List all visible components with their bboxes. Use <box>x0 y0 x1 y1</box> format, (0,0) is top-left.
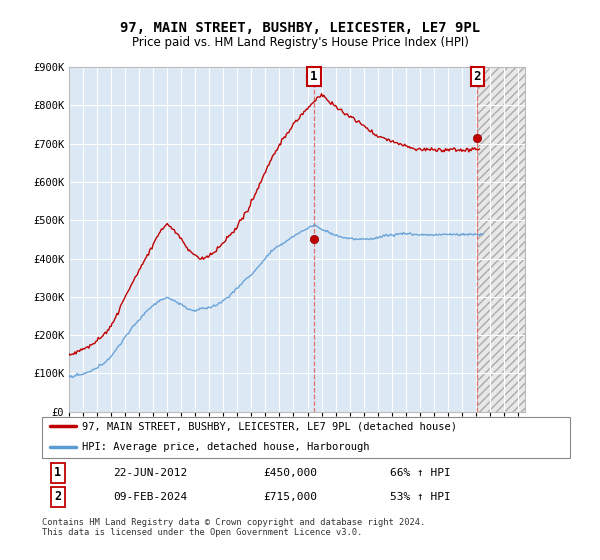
Text: 1: 1 <box>54 466 61 479</box>
Text: £715,000: £715,000 <box>264 492 318 502</box>
Text: 97
19: 97 19 <box>92 418 102 438</box>
Text: 19
20: 19 20 <box>401 418 411 438</box>
FancyBboxPatch shape <box>42 417 570 458</box>
Text: Contains HM Land Registry data © Crown copyright and database right 2024.
This d: Contains HM Land Registry data © Crown c… <box>42 517 425 537</box>
Text: 96
19: 96 19 <box>78 418 88 438</box>
Text: 17
20: 17 20 <box>373 418 383 438</box>
Text: 23
20: 23 20 <box>457 418 467 438</box>
Text: 21
20: 21 20 <box>429 418 439 438</box>
Bar <box>478 67 525 412</box>
Text: 22
20: 22 20 <box>443 418 453 438</box>
Text: 11
20: 11 20 <box>289 418 298 438</box>
Text: 13
20: 13 20 <box>317 418 326 438</box>
Text: 20
20: 20 20 <box>415 418 425 438</box>
Text: 12
20: 12 20 <box>302 418 313 438</box>
Text: 16
20: 16 20 <box>359 418 368 438</box>
Text: 2: 2 <box>473 70 481 83</box>
Text: 09-FEB-2024: 09-FEB-2024 <box>113 492 188 502</box>
Text: 15
20: 15 20 <box>344 418 355 438</box>
Text: 05
20: 05 20 <box>205 418 214 438</box>
Text: 00
20: 00 20 <box>134 418 144 438</box>
Text: 02
20: 02 20 <box>162 418 172 438</box>
Text: 22-JUN-2012: 22-JUN-2012 <box>113 468 188 478</box>
Text: 2: 2 <box>54 491 61 503</box>
Text: 08
20: 08 20 <box>247 418 256 438</box>
Text: 98
19: 98 19 <box>106 418 116 438</box>
Text: 24
20: 24 20 <box>471 418 481 438</box>
Text: 04
20: 04 20 <box>190 418 200 438</box>
Text: 27
20: 27 20 <box>513 418 523 438</box>
Text: 53% ↑ HPI: 53% ↑ HPI <box>391 492 451 502</box>
Text: 10
20: 10 20 <box>274 418 284 438</box>
Text: 09
20: 09 20 <box>260 418 271 438</box>
Text: 99
19: 99 19 <box>120 418 130 438</box>
Text: 97, MAIN STREET, BUSHBY, LEICESTER, LE7 9PL: 97, MAIN STREET, BUSHBY, LEICESTER, LE7 … <box>120 21 480 35</box>
Text: Price paid vs. HM Land Registry's House Price Index (HPI): Price paid vs. HM Land Registry's House … <box>131 36 469 49</box>
Text: 25
20: 25 20 <box>485 418 495 438</box>
Text: 06
20: 06 20 <box>218 418 229 438</box>
Text: 03
20: 03 20 <box>176 418 186 438</box>
Text: 01
20: 01 20 <box>148 418 158 438</box>
Text: 26
20: 26 20 <box>499 418 509 438</box>
Text: 07
20: 07 20 <box>232 418 242 438</box>
Text: 97, MAIN STREET, BUSHBY, LEICESTER, LE7 9PL (detached house): 97, MAIN STREET, BUSHBY, LEICESTER, LE7 … <box>82 421 457 431</box>
Text: 14
20: 14 20 <box>331 418 341 438</box>
Text: 66% ↑ HPI: 66% ↑ HPI <box>391 468 451 478</box>
Text: £450,000: £450,000 <box>264 468 318 478</box>
Text: HPI: Average price, detached house, Harborough: HPI: Average price, detached house, Harb… <box>82 442 369 452</box>
Text: 1: 1 <box>310 70 318 83</box>
Text: 95
19: 95 19 <box>64 418 74 438</box>
Text: 18
20: 18 20 <box>387 418 397 438</box>
